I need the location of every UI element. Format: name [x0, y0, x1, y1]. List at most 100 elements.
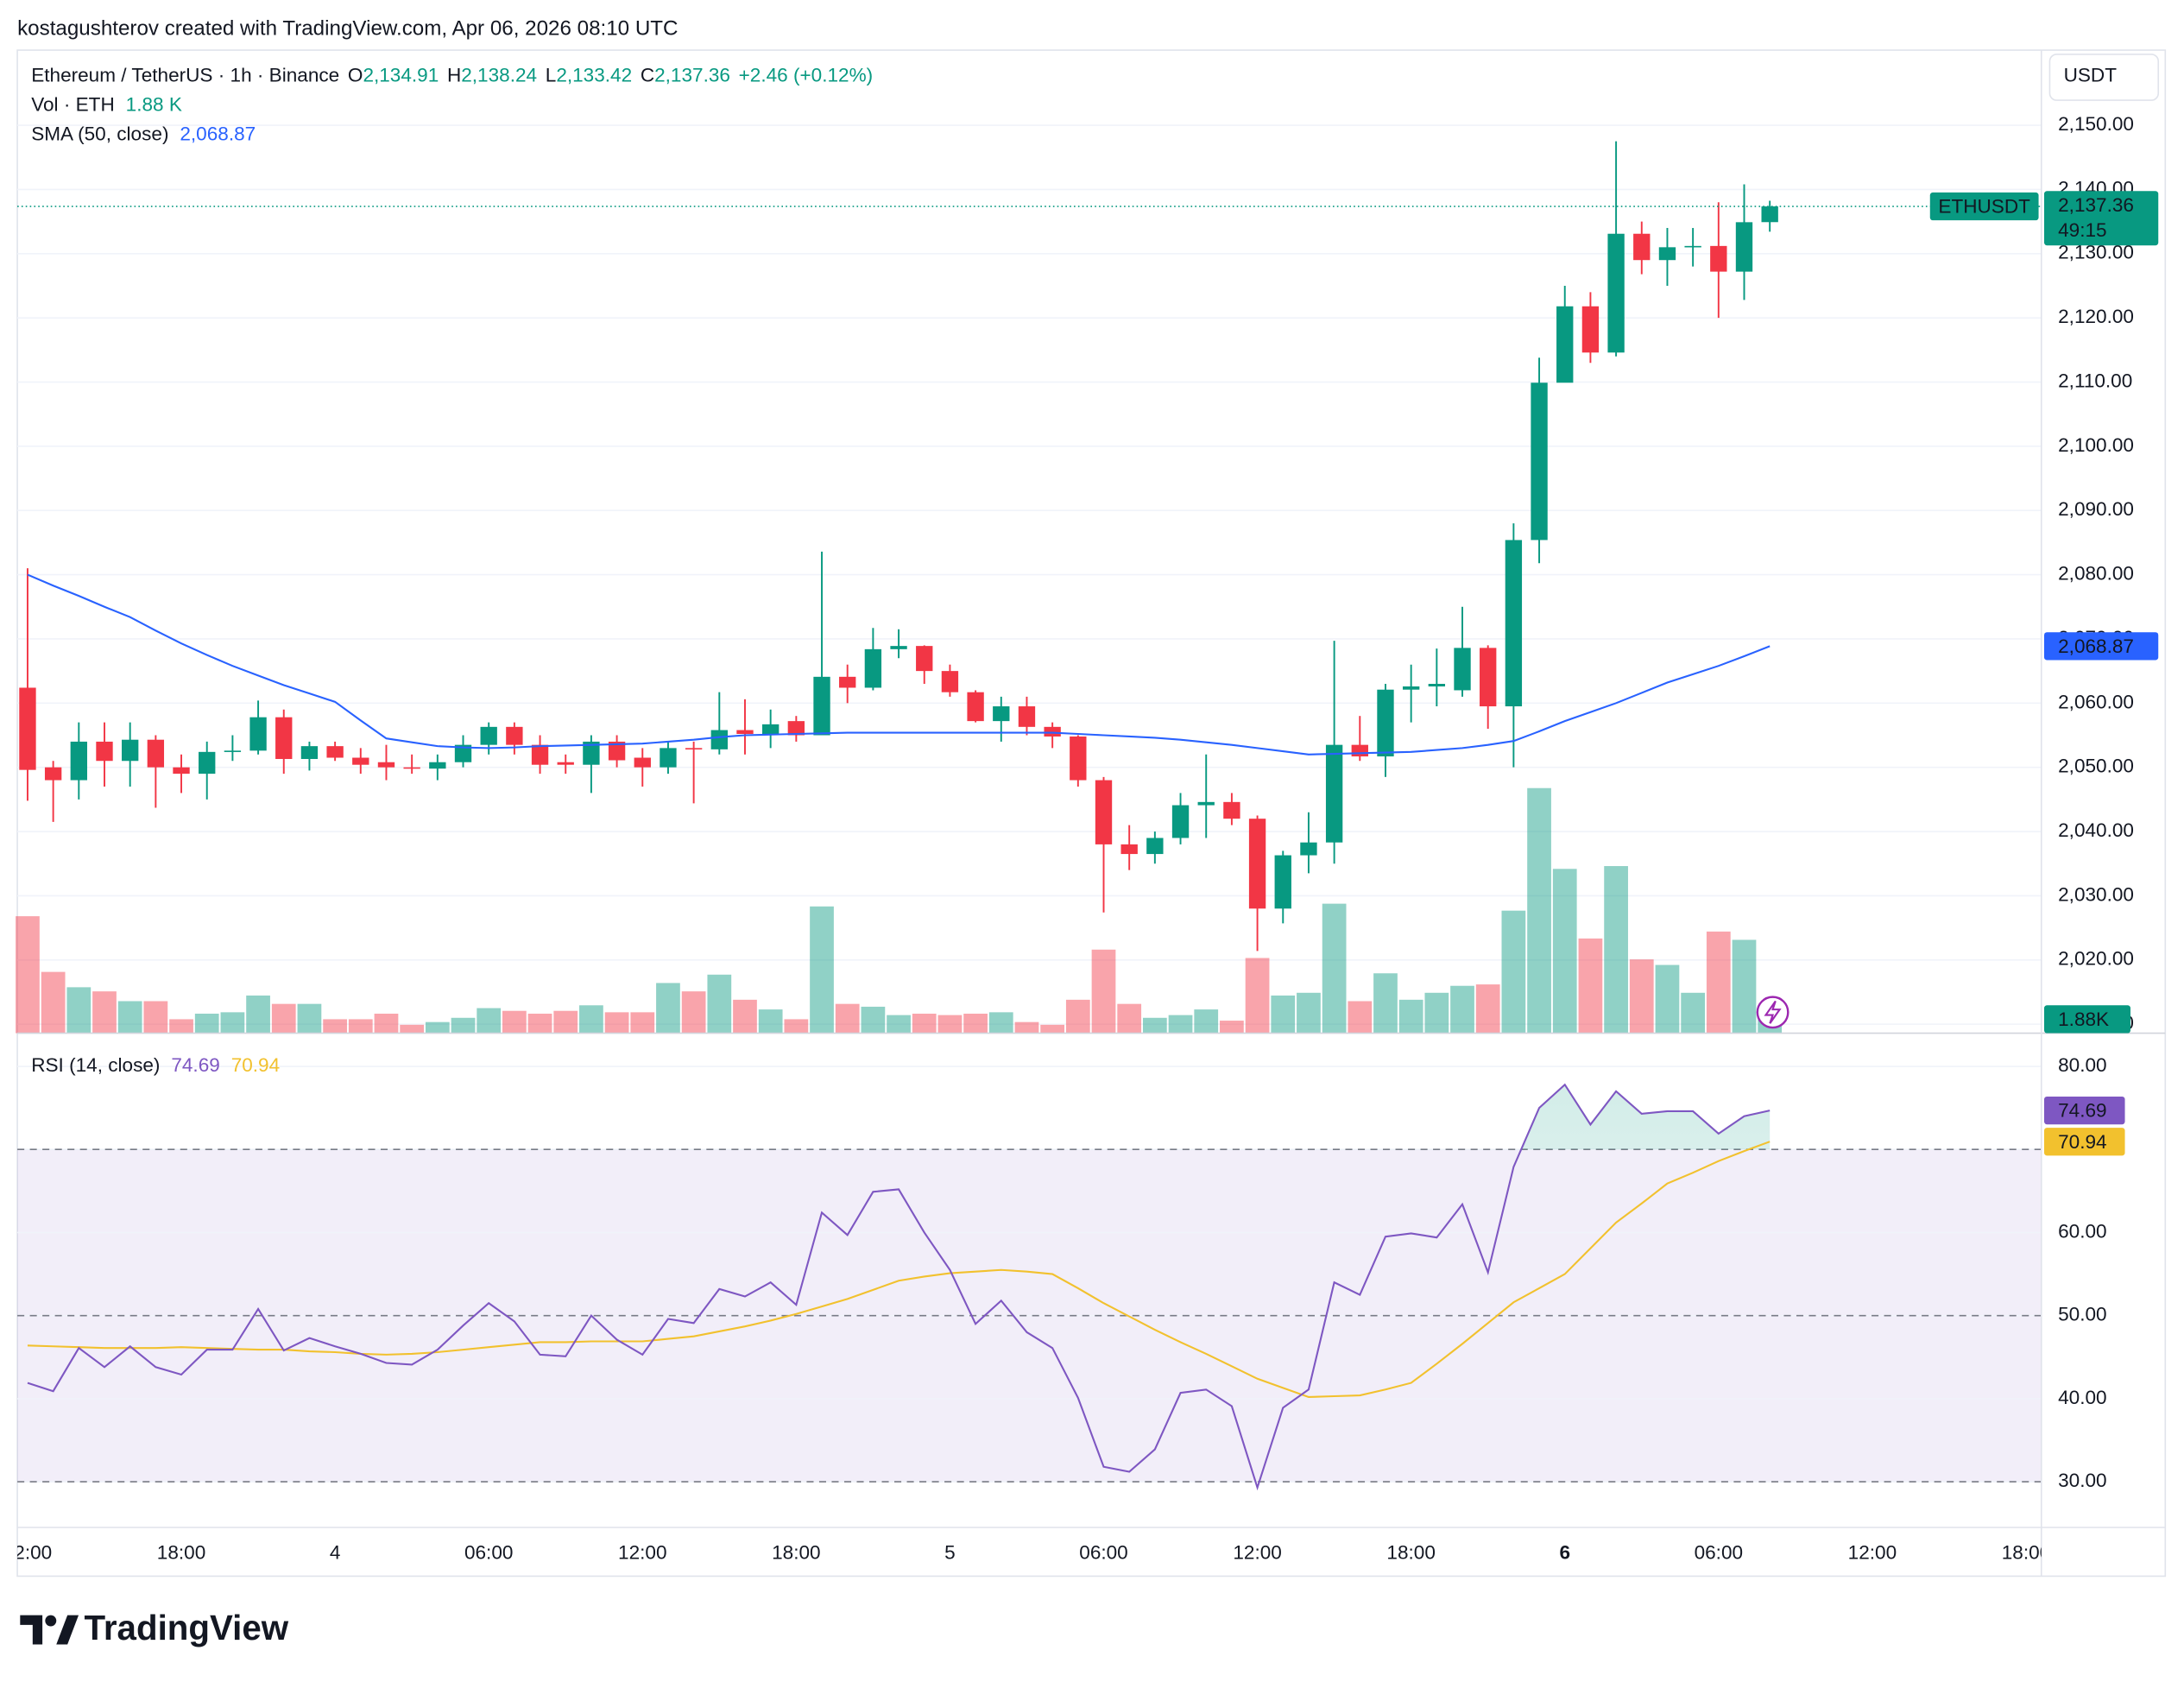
- y-tick-label: 2,110.00: [2058, 370, 2132, 391]
- candle-body: [813, 676, 830, 736]
- candle-body: [506, 726, 523, 745]
- candle-body: [147, 739, 165, 768]
- candle-body: [531, 744, 549, 765]
- legend-main: Ethereum / TetherUS · 1h · Binance O2,134…: [31, 65, 873, 86]
- x-tick-label: 06:00: [1695, 1542, 1743, 1564]
- x-tick-label: 12:00: [1848, 1542, 1897, 1564]
- open-value: 2,134.91: [363, 65, 439, 86]
- volume-bar: [1168, 1015, 1193, 1034]
- candle-body: [736, 730, 754, 735]
- y-tick-label: 60.00: [2058, 1220, 2106, 1242]
- volume-tag: 1.88K: [2058, 1009, 2109, 1030]
- logo-mark: [56, 1615, 79, 1645]
- x-tick-label: 18:00: [772, 1542, 820, 1564]
- volume-bar: [656, 983, 680, 1034]
- volume-bar: [194, 1013, 219, 1034]
- overbought-fill: [27, 1084, 1771, 1150]
- candle-body: [1248, 819, 1266, 909]
- candle-body: [1120, 844, 1138, 855]
- volume-bar: [1450, 985, 1474, 1034]
- candle-body: [1761, 206, 1778, 223]
- candle-body: [122, 739, 139, 762]
- candle-body: [916, 646, 933, 672]
- candle-body: [608, 741, 626, 761]
- candle-body: [326, 746, 344, 758]
- sma-line: [27, 573, 1771, 756]
- x-tick-label: 18:00: [2002, 1542, 2050, 1564]
- candle-body: [1197, 801, 1215, 806]
- currency-box[interactable]: [2048, 54, 2160, 101]
- candle-body: [403, 767, 420, 769]
- volume-bar: [733, 999, 757, 1034]
- candle-body: [1454, 648, 1471, 691]
- volume-bar: [1194, 1009, 1219, 1034]
- brand: TradingView: [84, 1609, 288, 1647]
- candle-body: [300, 746, 319, 760]
- change-value: +2.46 (+0.12%): [739, 65, 874, 86]
- candle-body: [890, 646, 907, 649]
- volume-bar: [1348, 1001, 1373, 1034]
- candle-body: [352, 757, 369, 765]
- volume-bar: [1271, 995, 1296, 1034]
- y-tick-label: 2,020.00: [2058, 948, 2134, 970]
- candle-body: [1531, 383, 1548, 541]
- volume-bar: [374, 1013, 399, 1034]
- countdown: 49:15: [2058, 219, 2106, 241]
- alert-icon[interactable]: [1756, 996, 1789, 1029]
- y-tick-label: 30.00: [2058, 1470, 2106, 1491]
- volume-bar: [630, 1012, 655, 1034]
- x-tick-label: 6: [1559, 1542, 1570, 1564]
- logo-dot: [45, 1615, 57, 1627]
- y-tick-label: 2,090.00: [2058, 498, 2134, 520]
- volume-bar: [41, 971, 66, 1034]
- candle-body: [224, 750, 242, 752]
- currency: USDT: [2064, 65, 2118, 86]
- y-tick-label: 2,050.00: [2058, 756, 2134, 777]
- candle-body: [70, 741, 87, 781]
- candle-body: [1428, 684, 1446, 686]
- candle-body: [1274, 855, 1291, 909]
- rsi-value: 74.69: [171, 1054, 219, 1076]
- volume-bar: [1220, 1021, 1244, 1034]
- volume-bar: [1065, 999, 1090, 1034]
- y-tick-label: 2,150.00: [2058, 113, 2134, 135]
- candle-body: [454, 744, 472, 762]
- volume-bar: [143, 1001, 168, 1034]
- candle-body: [377, 762, 395, 768]
- volume-bar: [887, 1015, 911, 1034]
- volume-bar: [66, 987, 92, 1034]
- logo-mark: [20, 1615, 43, 1645]
- candle-body: [480, 726, 497, 745]
- volume-bar: [1732, 939, 1757, 1034]
- volume-bar: [220, 1012, 245, 1034]
- volume-bar: [348, 1019, 373, 1034]
- y-tick-label: 2,120.00: [2058, 306, 2134, 327]
- candle-body: [1658, 247, 1676, 261]
- volume-bar: [1322, 903, 1347, 1034]
- candle-body: [557, 762, 574, 765]
- volume-bar: [784, 1019, 809, 1034]
- x-tick-label: 06:00: [1079, 1542, 1127, 1564]
- attribution: kostagushterov created with TradingView.…: [17, 16, 678, 40]
- volume-bar: [1091, 949, 1116, 1034]
- candle-body: [660, 748, 677, 768]
- volume-bar: [553, 1010, 578, 1034]
- candle-body: [19, 687, 36, 770]
- alert-bolt: [1764, 1000, 1782, 1024]
- candle-body: [44, 767, 62, 781]
- candle-body: [1070, 736, 1087, 781]
- candle-body: [1223, 801, 1240, 819]
- candle-body: [429, 762, 446, 769]
- candle-body: [1633, 233, 1651, 261]
- y-tick-label: 2,040.00: [2058, 819, 2134, 841]
- volume-bar: [604, 1012, 629, 1034]
- volume-bar: [1706, 931, 1731, 1034]
- rsi-tag-box: [2044, 1096, 2125, 1125]
- y-tick-label: 2,030.00: [2058, 883, 2134, 905]
- volume-bar: [937, 1015, 963, 1034]
- x-tick-label: 4: [330, 1542, 341, 1564]
- y-tick-label: 80.00: [2058, 1054, 2106, 1076]
- low-value: 2,133.42: [556, 65, 632, 86]
- volume-title: Vol · ETH: [31, 94, 115, 116]
